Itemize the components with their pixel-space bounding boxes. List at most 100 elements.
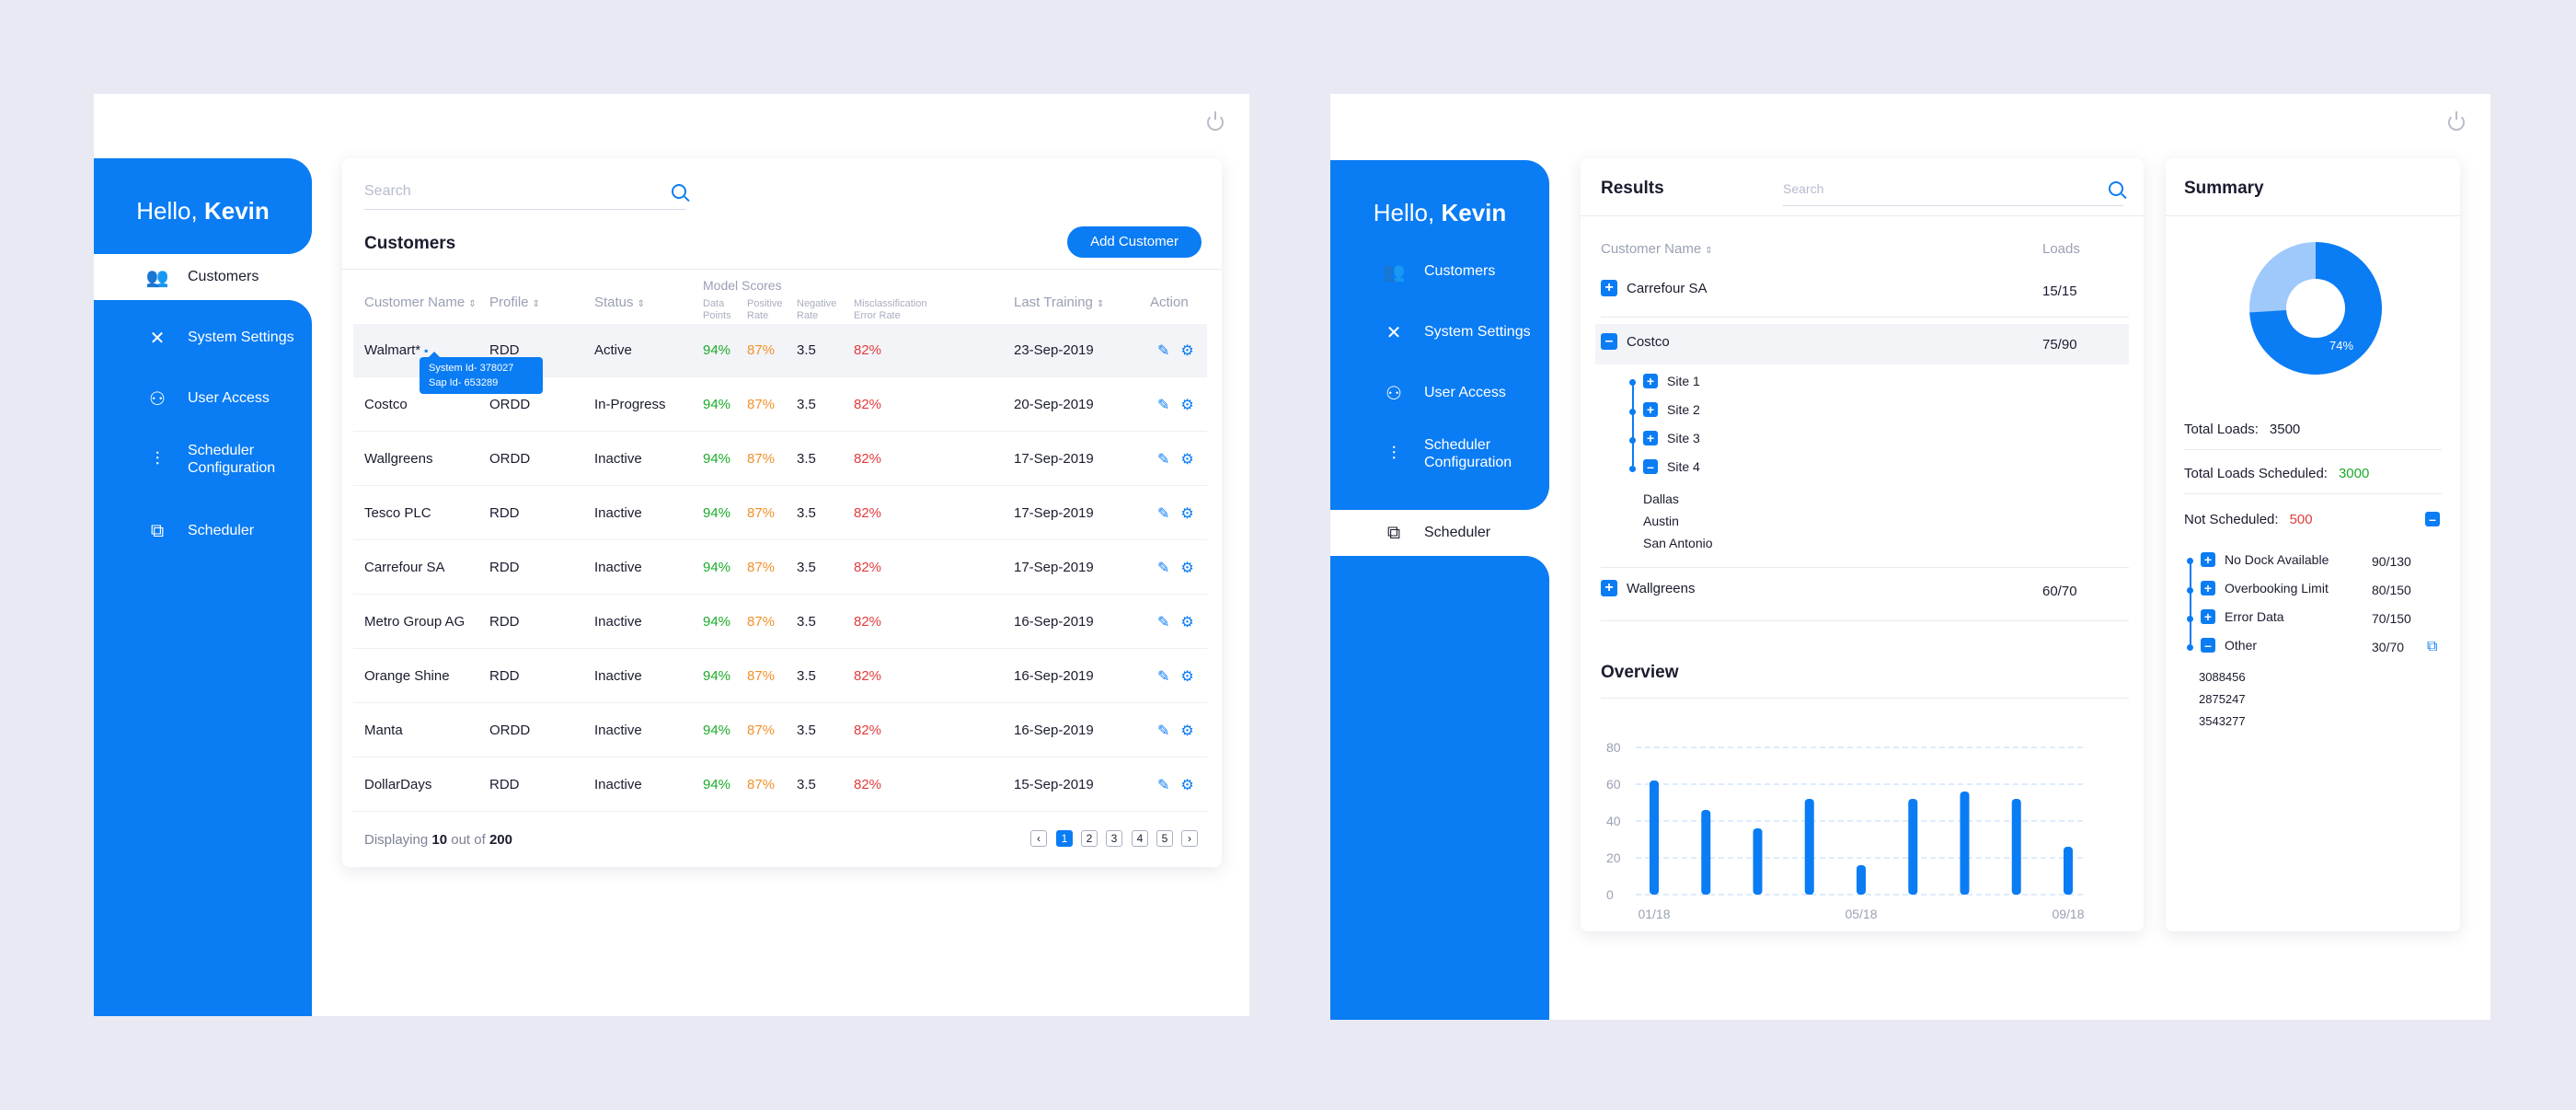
settings-icon[interactable]: ⚙ <box>1180 451 1194 468</box>
settings-icon[interactable]: ⚙ <box>1180 614 1194 630</box>
reason-value: 90/130 <box>2372 554 2411 569</box>
search-bar <box>1783 171 2123 206</box>
power-icon[interactable] <box>1207 111 1224 131</box>
edit-icon[interactable]: ✎ <box>1157 777 1170 793</box>
edit-icon[interactable]: ✎ <box>1157 451 1170 468</box>
site-row-1[interactable]: + Site 1 <box>1643 374 1700 388</box>
y-tick-label: 20 <box>1606 850 1621 865</box>
sidebar-item-system-settings[interactable]: ✕ System Settings <box>1356 309 1549 355</box>
not-scheduled: Not Scheduled: 500 <box>2184 512 2313 527</box>
sidebar-item-user-access[interactable]: ⚇ User Access <box>120 376 312 422</box>
divider <box>2184 449 2442 450</box>
sidebar-item-system-settings[interactable]: ✕ System Settings <box>120 315 312 361</box>
table-row[interactable]: Costco ORDD In-Progress 94% 87% 3.5 82% 20-Sep-… <box>353 378 1207 432</box>
sidebar-item-scheduler-configuration[interactable]: ⫶ Scheduler Configuration <box>120 436 312 482</box>
settings-icon[interactable]: ⚙ <box>1180 560 1194 576</box>
table-row[interactable]: Metro Group AG RDD Inactive 94% 87% 3.5 82% 16-… <box>353 595 1207 649</box>
settings-icon[interactable]: ⚙ <box>1180 342 1194 359</box>
col-header-customer-name[interactable]: Customer Name ⇕ <box>364 295 477 310</box>
sidebar-item-customers[interactable]: 👥 Customers <box>120 254 312 300</box>
col-header-status[interactable]: Status ⇕ <box>594 295 645 310</box>
table-row[interactable]: DollarDays RDD Inactive 94% 87% 3.5 82% 15-Sep-… <box>353 758 1207 812</box>
settings-icon[interactable]: ⚙ <box>1180 505 1194 522</box>
y-tick-label: 0 <box>1606 887 1614 902</box>
edit-icon[interactable]: ✎ <box>1157 560 1170 576</box>
add-customer-button[interactable]: Add Customer <box>1067 226 1202 258</box>
city-item: Dallas <box>1643 491 1679 506</box>
bar-09/18 <box>2064 847 2073 895</box>
table-row[interactable]: Tesco PLC RDD Inactive 94% 87% 3.5 82% 17-Sep-2… <box>353 487 1207 540</box>
cell-pr: 87% <box>747 342 776 358</box>
collapse-icon: – <box>2201 638 2215 653</box>
expand-icon[interactable]: + <box>1601 580 1617 596</box>
search-icon[interactable] <box>672 183 686 199</box>
col-header-last-training[interactable]: Last Training ⇕ <box>1014 295 1105 310</box>
city-item: San Antonio <box>1643 536 1713 550</box>
reason-row-no-dock[interactable]: + No Dock Available <box>2201 552 2329 567</box>
result-row-carrefour[interactable]: + Carrefour SA <box>1601 280 1708 296</box>
table-row[interactable]: Orange Shine RDD Inactive 94% 87% 3.5 82% 16-Se… <box>353 650 1207 703</box>
settings-icon[interactable]: ⚙ <box>1180 777 1194 793</box>
page-4-button[interactable]: 4 <box>1132 830 1148 847</box>
settings-icon[interactable]: ⚙ <box>1180 668 1194 685</box>
result-row-costco[interactable]: – Costco <box>1601 333 1670 350</box>
cell-pr: 87% <box>747 614 776 630</box>
search-input[interactable] <box>364 182 672 200</box>
edit-icon[interactable]: ✎ <box>1157 397 1170 413</box>
site-row-3[interactable]: + Site 3 <box>1643 431 1700 445</box>
table-row[interactable]: Carrefour SA RDD Inactive 94% 87% 3.5 82% 17-Se… <box>353 541 1207 595</box>
cell-status: Inactive <box>594 668 642 684</box>
cell-status: Inactive <box>594 723 642 738</box>
edit-icon[interactable]: ✎ <box>1157 723 1170 739</box>
divider <box>1601 317 2129 318</box>
page-1-button[interactable]: 1 <box>1056 830 1073 847</box>
overview-bar-chart: 0 20 40 60 80 01/18 05/18 09/18 <box>1606 740 2087 921</box>
next-page-button[interactable]: › <box>1181 830 1198 847</box>
info-icon[interactable]: ▪ <box>424 343 429 357</box>
cell-date: 15-Sep-2019 <box>1014 777 1094 792</box>
cell-date: 17-Sep-2019 <box>1014 451 1094 467</box>
table-row[interactable]: Wallgreens ORDD Inactive 94% 87% 3.5 82% 17-Sep… <box>353 433 1207 486</box>
site-row-2[interactable]: + Site 2 <box>1643 402 1700 417</box>
edit-icon[interactable]: ✎ <box>1157 668 1170 685</box>
sidebar-item-scheduler-configuration[interactable]: ⫶ Scheduler Configuration <box>1356 431 1549 477</box>
site-row-4[interactable]: – Site 4 <box>1643 459 1700 474</box>
sidebar-item-scheduler[interactable]: ⧉ Scheduler <box>1356 510 1549 556</box>
copy-icon[interactable]: ⧉ <box>2427 639 2438 654</box>
edit-icon[interactable]: ✎ <box>1157 342 1170 359</box>
cell-status: Inactive <box>594 560 642 575</box>
sidebar-item-user-access[interactable]: ⚇ User Access <box>1356 370 1549 416</box>
reason-row-other[interactable]: – Other <box>2201 638 2257 653</box>
cell-name: Metro Group AG <box>364 614 466 630</box>
cell-nr: 3.5 <box>797 342 816 358</box>
search-icon[interactable] <box>2109 180 2123 196</box>
search-input[interactable] <box>1783 180 2109 196</box>
total-loads: Total Loads: 3500 <box>2184 422 2301 437</box>
col-header-profile[interactable]: Profile ⇕ <box>489 295 540 310</box>
tooltip-sap-id: Sap Id- 653289 <box>429 377 499 388</box>
reason-row-error-data[interactable]: + Error Data <box>2201 609 2284 624</box>
settings-icon[interactable]: ⚙ <box>1180 723 1194 739</box>
table-row[interactable]: Manta ORDD Inactive 94% 87% 3.5 82% 16-Sep-2019… <box>353 704 1207 757</box>
edit-icon[interactable]: ✎ <box>1157 614 1170 630</box>
collapse-icon[interactable]: – <box>1601 333 1617 350</box>
power-icon[interactable] <box>2448 111 2465 131</box>
page-2-button[interactable]: 2 <box>1081 830 1098 847</box>
page-5-button[interactable]: 5 <box>1156 830 1173 847</box>
page-3-button[interactable]: 3 <box>1106 830 1122 847</box>
result-row-wallgreens[interactable]: + Wallgreens <box>1601 580 1695 596</box>
reason-row-overbooking[interactable]: + Overbooking Limit <box>2201 581 2329 595</box>
bar-02/18 <box>1701 810 1711 895</box>
prev-page-button[interactable]: ‹ <box>1030 830 1047 847</box>
tree-dot <box>1629 466 1636 472</box>
sidebar-item-scheduler[interactable]: ⧉ Scheduler <box>120 508 312 554</box>
copy-icon: ⧉ <box>150 520 165 541</box>
cell-dp: 94% <box>703 342 731 358</box>
collapse-icon[interactable]: – <box>2425 512 2440 526</box>
expand-icon[interactable]: + <box>1601 280 1617 296</box>
settings-icon[interactable]: ⚙ <box>1180 397 1194 413</box>
summary-card: Summary 74% Total Loads: 3500 Total Loads… <box>2166 158 2460 931</box>
edit-icon[interactable]: ✎ <box>1157 505 1170 522</box>
col-header-customer-name[interactable]: Customer Name ⇕ <box>1601 241 1713 257</box>
sidebar-item-customers[interactable]: 👥 Customers <box>1356 249 1549 295</box>
